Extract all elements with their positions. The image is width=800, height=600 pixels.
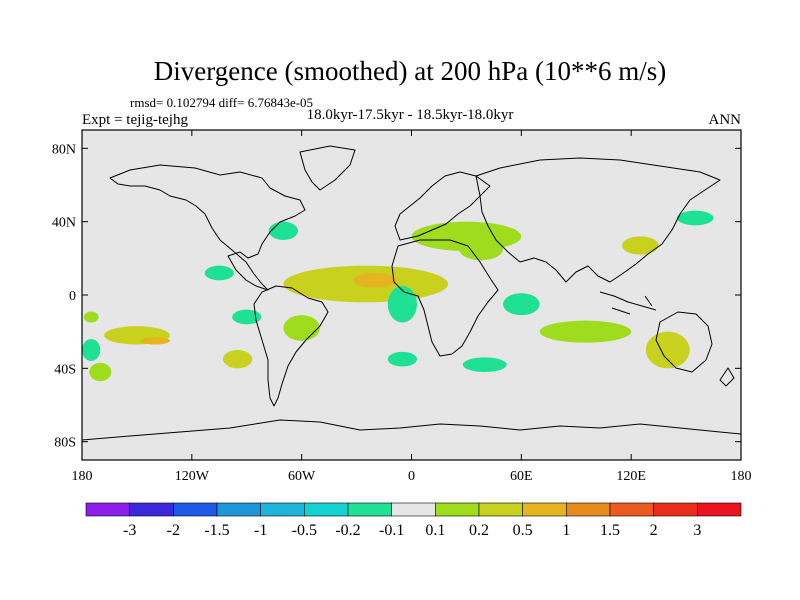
y-tick-label: 40S <box>54 362 76 377</box>
period-label: 18.0kyr-17.5kyr - 18.5kyr-18.0kyr <box>307 107 514 123</box>
colorbar-swatch <box>391 502 436 517</box>
colorbar-swatch <box>260 502 305 517</box>
colorbar-label: 0.2 <box>469 522 489 539</box>
contour-region-18 <box>462 357 507 372</box>
colorbar-label: 1 <box>562 522 570 539</box>
contour-region-8 <box>459 238 504 261</box>
colorbar-swatch <box>85 502 130 517</box>
y-tick-label: 40N <box>52 216 76 231</box>
season-label: ANN <box>709 112 742 128</box>
contour-region-13 <box>387 285 417 323</box>
coastline-new-zealand <box>719 367 735 387</box>
y-tick-label: 80N <box>52 142 76 157</box>
colorbar-label: 1.5 <box>600 522 620 539</box>
x-tick-label: 120E <box>616 469 646 484</box>
x-tick-label: 120W <box>175 469 210 484</box>
colorbar-label: -1 <box>254 522 267 539</box>
colorbar-label: -2 <box>167 522 180 539</box>
contour-region-17 <box>387 351 417 367</box>
colorbar-swatch <box>566 502 611 517</box>
colorbar-swatch <box>522 502 567 517</box>
coastlines <box>82 145 741 441</box>
colorbar-label: 2 <box>650 522 658 539</box>
contour-region-14 <box>204 265 234 281</box>
colorbar-label: -0.1 <box>379 522 404 539</box>
x-tick-label: 60W <box>288 469 316 484</box>
contour-region-2 <box>140 337 170 345</box>
colorbar-label: -3 <box>123 522 136 539</box>
colorbar-swatch <box>347 502 392 517</box>
coastline-indonesia <box>599 291 657 315</box>
colorbar-swatch <box>478 502 523 517</box>
coastline-greenland <box>299 145 356 191</box>
contour-region-12 <box>89 362 112 382</box>
contour-region-20 <box>676 210 714 226</box>
y-tick-label: 0 <box>69 289 76 304</box>
colorbar-swatch <box>216 502 261 517</box>
chart-title: Divergence (smoothed) at 200 hPa (10**6 … <box>154 56 666 86</box>
colorbar: -3 -2 -1.5 -1 -0.5 -0.2 -0.1 0.1 0.2 0.5 1 1.5 2 3 <box>85 502 742 539</box>
colorbar-label: -0.5 <box>292 522 317 539</box>
contour-region-5 <box>352 273 397 288</box>
coastline-asia <box>475 157 721 283</box>
contour-region-0 <box>83 311 99 323</box>
x-tick-label: 0 <box>408 469 415 484</box>
coastline-australia <box>655 311 713 373</box>
contour-region-15 <box>503 293 540 316</box>
colorbar-label: -1.5 <box>204 522 229 539</box>
contour-region-10 <box>645 331 690 369</box>
experiment-label: Expt = tejig-tejhg <box>82 112 188 128</box>
y-tick-label: 80S <box>54 436 76 451</box>
colorbar-label: 0.5 <box>513 522 533 539</box>
colorbar-label: -0.2 <box>335 522 360 539</box>
x-tick-label: 180 <box>72 469 93 484</box>
colorbar-swatch <box>173 502 218 517</box>
colorbar-swatch <box>653 502 698 517</box>
colorbar-swatch <box>697 502 742 517</box>
contour-region-6 <box>283 315 320 341</box>
coastline-north-america <box>109 164 306 291</box>
contour-region-21 <box>232 309 262 325</box>
contour-region-16 <box>268 221 299 240</box>
coastline-south-america <box>253 285 329 407</box>
x-tick-label: 180 <box>731 469 752 484</box>
coastline-antarctica <box>82 419 741 441</box>
colorbar-swatch <box>609 502 654 517</box>
colorbar-swatch <box>435 502 480 517</box>
colorbar-label: 0.1 <box>425 522 445 539</box>
contour-region-19 <box>82 339 101 361</box>
colorbar-label: 3 <box>693 522 701 539</box>
axes: 180 120W 60W 0 60E 120E 180 80N 40N 0 40S 80S <box>52 130 752 484</box>
contour-region-11 <box>539 320 632 343</box>
stats-label: rmsd= 0.102794 diff= 6.76843e-05 <box>130 95 313 110</box>
contour-region-3 <box>222 350 253 369</box>
coastline-africa <box>391 239 499 357</box>
x-tick-label: 60E <box>510 469 533 484</box>
colorbar-swatch <box>304 502 349 517</box>
contour-region-9 <box>622 236 659 255</box>
colorbar-swatch <box>129 502 174 517</box>
